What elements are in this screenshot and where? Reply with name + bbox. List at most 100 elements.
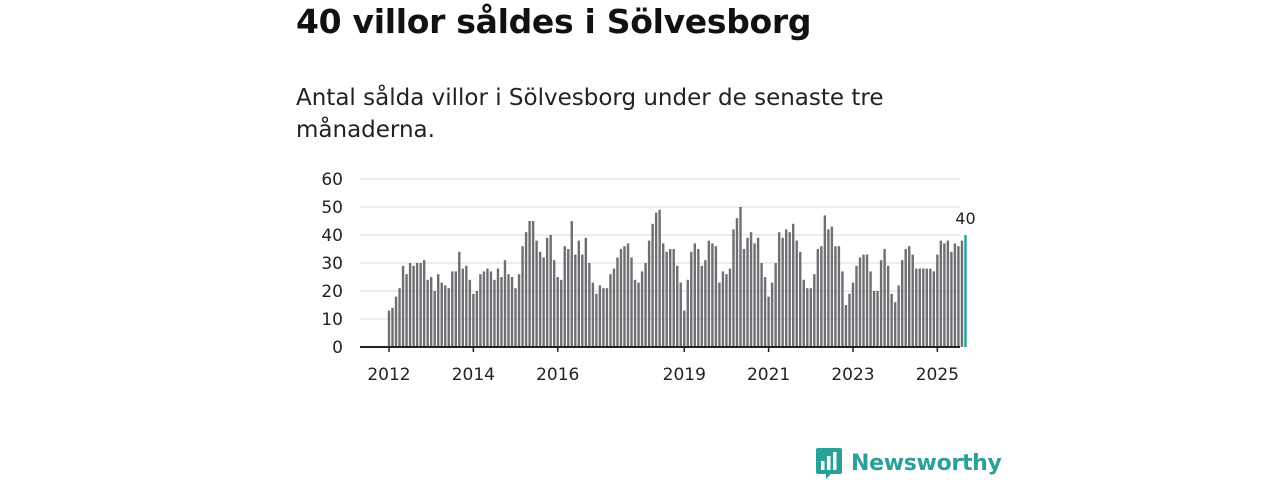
bar [753,243,756,347]
bar [922,268,925,347]
bar [862,254,865,347]
bar [577,240,581,347]
bar [408,263,412,347]
bar [784,229,788,347]
bar [792,223,795,347]
bar-highlight [964,235,967,347]
bar [697,249,700,347]
bar [865,254,869,347]
bar [560,279,563,347]
bar [679,282,682,347]
bar [440,282,443,347]
bar [725,274,728,347]
bar [742,249,746,347]
bar [454,271,457,347]
bar [605,288,609,347]
bar [591,282,595,347]
bar [669,249,672,347]
bar [813,274,816,347]
bar [665,251,668,347]
bar [834,246,837,347]
bar [827,229,830,347]
y-tick-label-50: 50 [321,198,343,218]
bar [869,271,872,347]
bar [823,215,827,347]
bar [651,223,654,347]
bar [802,279,805,347]
page-title: 40 villor såldes i Sölvesborg [296,2,812,41]
last-value-label: 40 [955,209,975,228]
bar [496,268,500,347]
bar [616,257,619,347]
bar [412,265,415,347]
bar [774,263,777,347]
bar [429,277,433,347]
bar [472,293,475,347]
bar [630,257,633,347]
bar [437,274,440,347]
bar [908,246,911,347]
bar [623,246,626,347]
bar [451,271,454,347]
bar [598,285,602,347]
bar [767,296,770,347]
bar-layer [387,207,967,347]
bar [391,307,394,347]
bar [612,268,616,347]
bar [398,288,401,347]
bar [468,279,472,347]
y-tick-label-60: 60 [321,170,343,190]
bar [500,277,503,347]
bar [806,288,809,347]
bar [957,246,960,347]
bar [545,237,549,347]
bar [521,246,524,347]
bar [517,274,521,347]
x-tick-label-2021: 2021 [747,365,790,385]
bar [936,254,939,347]
bar [475,291,479,347]
bar [897,285,900,347]
bar [700,265,704,347]
bar [960,240,964,347]
bar [844,305,848,347]
x-tick-label-2019: 2019 [663,365,706,385]
bar [820,246,823,347]
bar [619,249,623,347]
bar [704,260,707,347]
brand-name: Newsworthy [851,450,1002,476]
bar [419,263,422,347]
bar [426,279,429,347]
bar [514,288,517,347]
bar [939,240,943,347]
bar [714,246,718,347]
bar [848,293,851,347]
bar [482,271,486,347]
bar [563,246,566,347]
bar [816,249,820,347]
bar [841,271,844,347]
bar [661,243,665,347]
bar [405,274,408,347]
bar [915,268,918,347]
bar [711,243,714,347]
x-tick-label-2025: 2025 [916,365,959,385]
bar [795,240,798,347]
bar [707,240,711,347]
bar [574,254,577,347]
bar [886,265,890,347]
brand-logo: Newsworthy [815,446,1002,480]
bar [732,229,735,347]
bar [721,271,725,347]
bar [904,249,907,347]
bar [447,288,450,347]
x-tick-label-2016: 2016 [536,365,579,385]
newsworthy-chart-icon [816,448,842,479]
bar [422,260,426,347]
bar [728,268,732,347]
bar [444,285,447,347]
x-tick-label-2012: 2012 [367,365,410,385]
bar [883,249,886,347]
bar [918,268,921,347]
